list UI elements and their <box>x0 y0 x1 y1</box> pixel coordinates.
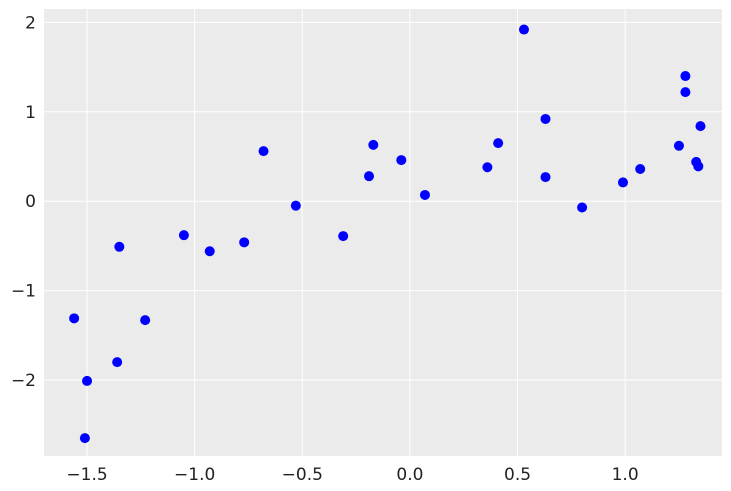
scatter-point <box>69 313 80 324</box>
plot-background <box>44 9 722 456</box>
scatter-point <box>635 164 646 175</box>
grid-lines <box>44 9 722 456</box>
x-tick-label: 0.0 <box>396 465 423 485</box>
y-tick-label: −2 <box>11 371 36 391</box>
x-tick-label: 0.5 <box>504 465 531 485</box>
y-tick-label: −1 <box>11 282 36 302</box>
scatter-point <box>518 24 529 35</box>
x-tick-label: −1.0 <box>174 465 215 485</box>
scatter-point <box>617 177 628 188</box>
scatter-point <box>540 113 551 124</box>
scatter-point <box>540 172 551 183</box>
scatter-point <box>204 246 215 257</box>
y-tick-label: 2 <box>25 13 36 33</box>
data-points <box>69 24 706 444</box>
scatter-point <box>112 357 123 368</box>
scatter-point <box>239 237 250 248</box>
scatter-point <box>82 375 93 386</box>
scatter-point <box>680 71 691 82</box>
scatter-point <box>493 138 504 149</box>
scatter-point <box>79 433 90 444</box>
scatter-point <box>140 315 151 326</box>
scatter-point <box>338 231 349 242</box>
tick-labels: −1.5 −1.0 −0.5 0.0 0.5 1.0 −2 −1 0 1 2 <box>11 13 639 485</box>
scatter-point <box>695 121 706 132</box>
scatter-point <box>673 140 684 151</box>
x-tick-label: −1.5 <box>66 465 107 485</box>
scatter-point <box>258 146 269 157</box>
y-tick-label: 1 <box>25 103 36 123</box>
scatter-point <box>364 171 375 182</box>
scatter-point <box>419 189 430 200</box>
scatter-point <box>680 87 691 98</box>
y-tick-label: 0 <box>25 192 36 212</box>
scatter-point <box>577 202 588 213</box>
x-tick-label: 1.0 <box>612 465 639 485</box>
scatter-point <box>290 200 301 211</box>
scatter-point <box>396 155 407 166</box>
scatter-point <box>368 139 379 150</box>
scatter-point <box>482 162 493 173</box>
scatter-point <box>693 161 704 172</box>
scatter-point <box>178 230 189 241</box>
scatter-point <box>114 241 125 252</box>
x-tick-label: −0.5 <box>282 465 323 485</box>
